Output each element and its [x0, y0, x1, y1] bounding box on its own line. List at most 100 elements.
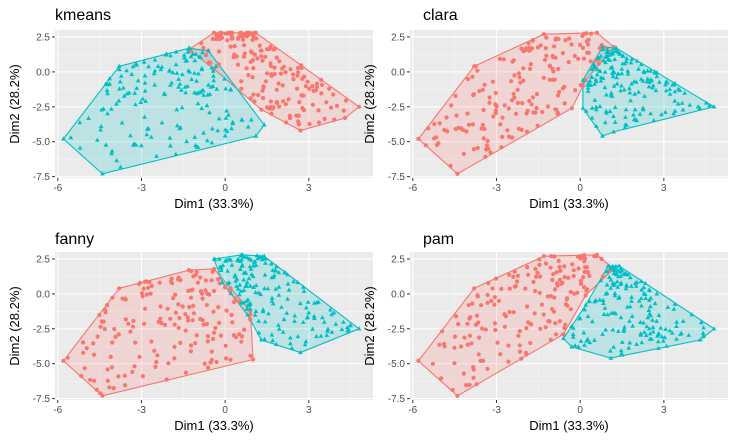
cluster-1-point [178, 278, 183, 283]
cluster-1-point [492, 302, 497, 307]
cluster-2-point [597, 68, 603, 73]
cluster-2-point [234, 283, 239, 288]
cluster-2-point [611, 282, 616, 287]
cluster-1-point [195, 280, 200, 285]
cluster-2-point [595, 55, 601, 60]
cluster-2-point [645, 315, 651, 320]
cluster-2-point [224, 108, 229, 113]
cluster-2-point [230, 121, 235, 126]
cluster-1-point [191, 311, 197, 316]
cluster-1-point [538, 274, 543, 279]
cluster-2-point [141, 59, 147, 64]
cluster-1-point [507, 272, 512, 277]
cluster-2-point [614, 48, 620, 53]
cluster-1-point [464, 383, 469, 388]
cluster-2-point [144, 126, 150, 131]
cluster-2-point [209, 65, 215, 70]
cluster-1-point [507, 309, 512, 315]
cluster-1-point [153, 364, 158, 369]
cluster-2-point [629, 294, 634, 299]
cluster-1-point [116, 332, 121, 337]
cluster-2-point [195, 144, 201, 149]
cluster-2-point [179, 87, 184, 92]
y-axis-title: Dim2 (28.2%) [7, 286, 22, 365]
cluster-1-point [578, 278, 584, 283]
cluster-2-point [154, 153, 159, 158]
cluster-1-point [450, 387, 455, 393]
cluster-1-point [449, 103, 454, 108]
cluster-2-point [159, 120, 165, 125]
cluster-2-point [623, 59, 629, 64]
cluster-1-point [91, 341, 96, 346]
cluster-2-point [167, 68, 172, 73]
cluster-1-point [229, 36, 234, 41]
cluster-2-point [117, 86, 122, 91]
cluster-1-point [111, 386, 116, 391]
cluster-2-point [641, 320, 646, 325]
cluster-2-point [632, 107, 638, 112]
cluster-1-point [314, 85, 319, 90]
cluster-1-point [199, 291, 205, 296]
cluster-2-point [609, 71, 615, 76]
cluster-1-point [274, 55, 279, 60]
cluster-1-point [521, 78, 526, 83]
cluster-1-point [552, 44, 557, 49]
cluster-2-point [583, 302, 589, 307]
cluster-1-point [492, 321, 497, 326]
cluster-1-point [228, 286, 233, 291]
cluster-1-point [194, 333, 199, 338]
cluster-2-point [643, 332, 649, 337]
cluster-2-point [116, 98, 122, 103]
cluster-2-point [658, 325, 664, 330]
cluster-1-point [527, 48, 532, 53]
cluster-1-point [320, 82, 325, 87]
cluster-2-point [561, 336, 566, 341]
cluster-2-point [183, 90, 188, 95]
cluster-1-point [516, 71, 521, 76]
cluster-2-point [601, 300, 606, 305]
cluster-2-point [594, 107, 599, 112]
cluster-2-point [674, 323, 679, 328]
cluster-1-point [190, 287, 195, 292]
cluster-2-point [185, 83, 190, 88]
cluster-1-point [295, 73, 300, 78]
cluster-2-point [611, 113, 616, 118]
cluster-2-point [686, 332, 691, 337]
cluster-2-point [616, 328, 621, 333]
cluster-1-point [123, 317, 128, 322]
cluster-1-point [477, 335, 482, 340]
cluster-1-point [502, 103, 507, 108]
cluster-2-point [281, 316, 287, 322]
cluster-1-point [110, 340, 115, 345]
cluster-2-point [594, 79, 599, 84]
cluster-2-point [612, 290, 618, 296]
cluster-1-point [188, 343, 194, 348]
cluster-2-point [245, 312, 250, 317]
x-axis-title: Dim1 (33.3%) [174, 418, 253, 433]
cluster-1-point [507, 286, 512, 291]
cluster-2-point [622, 87, 627, 92]
cluster-1-point [472, 64, 477, 69]
cluster-1-point [423, 143, 428, 148]
cluster-2-point [192, 70, 197, 75]
cluster-2-point [288, 335, 293, 340]
cluster-1-point [458, 126, 463, 131]
cluster-1-point [485, 366, 490, 371]
cluster-1-point [88, 377, 93, 382]
cluster-1-point [224, 308, 229, 313]
cluster-2-point [594, 67, 600, 72]
cluster-1-point [216, 276, 221, 282]
cluster-1-point [461, 371, 466, 376]
cluster-2-point [674, 319, 679, 324]
cluster-2-point [282, 269, 288, 274]
cluster-2-point [248, 266, 254, 271]
cluster-2-point [279, 304, 284, 309]
cluster-2-point [641, 291, 647, 296]
cluster-2-point [611, 344, 616, 349]
y-tick-label: 2.5 [391, 32, 405, 43]
cluster-2-point [311, 313, 317, 318]
cluster-2-point [611, 129, 616, 134]
cluster-2-point [261, 253, 267, 258]
cluster-2-point [253, 262, 259, 267]
